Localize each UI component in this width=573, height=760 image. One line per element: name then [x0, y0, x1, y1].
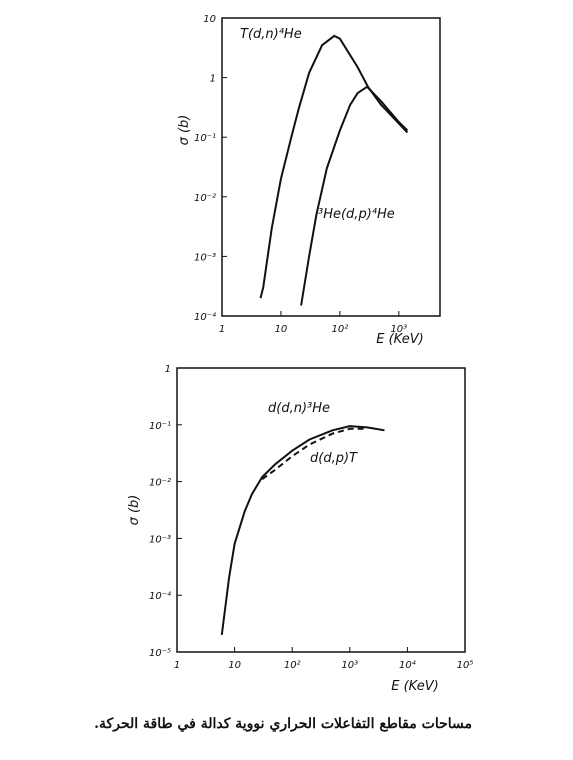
x-axis-label: E (KeV)	[391, 679, 438, 694]
series-label: d(d,n)³He	[268, 401, 330, 416]
x-tick-label: 10	[228, 660, 241, 671]
series-line	[259, 34, 409, 299]
y-tick-label: 10⁻⁵	[149, 648, 171, 659]
y-axis-label: σ (b)	[127, 495, 142, 526]
caption: مساحات مقاطع التفاعلات الحراري نووية كدا…	[94, 716, 472, 732]
x-tick-label: 10³	[341, 660, 358, 671]
x-tick-label: 1	[219, 324, 225, 335]
x-tick-label: 10⁴	[399, 659, 416, 671]
series-label: d(d,p)T	[310, 451, 358, 466]
x-tick-label: 10²	[332, 324, 349, 335]
plot-frame	[221, 17, 441, 317]
plot-frame	[176, 367, 466, 653]
y-tick-label: 10⁻¹	[149, 421, 171, 432]
x-axis-label: E (KeV)	[376, 332, 423, 347]
y-tick-label: 10⁻¹	[194, 133, 216, 144]
y-tick-label: 10⁻²	[149, 478, 171, 489]
y-tick-label: 1	[210, 74, 216, 85]
series-line	[300, 85, 409, 306]
y-axis-label: σ (b)	[177, 115, 192, 146]
series-line	[261, 427, 368, 481]
series-label: ³He(d,p)⁴He	[318, 207, 395, 222]
y-tick-label: 10⁻³	[149, 534, 171, 545]
y-tick-label: 10⁻⁴	[194, 311, 216, 323]
x-tick-label: 10⁵	[457, 660, 474, 671]
x-tick-label: 10²	[284, 660, 301, 671]
y-tick-label: 10⁻²	[194, 193, 216, 204]
y-tick-label: 10⁻⁴	[149, 590, 171, 602]
series-line	[220, 425, 385, 636]
y-tick-label: 10⁻³	[194, 252, 216, 263]
y-tick-label: 10	[203, 14, 216, 25]
y-tick-label: 1	[165, 364, 171, 375]
series-label: T(d,n)⁴He	[240, 27, 302, 42]
figure: 1 10 10² 10³ 10⁻⁴ 10⁻³ 10⁻² 10⁻¹ 1 10 E (KeV) σ (b)…	[127, 14, 474, 694]
x-tick-label: 10	[275, 324, 288, 335]
x-tick-label: 10³	[390, 324, 407, 335]
x-tick-label: 1	[174, 660, 180, 671]
